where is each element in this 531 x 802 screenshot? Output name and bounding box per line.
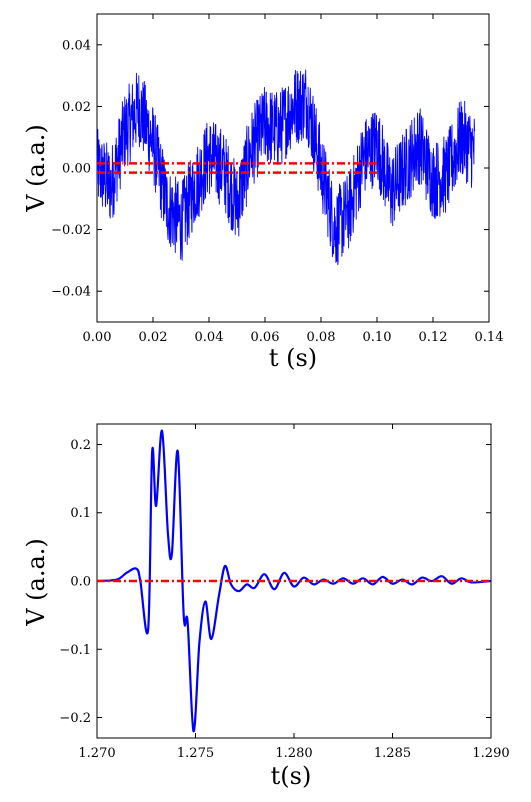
top-y-tick-label: 0.02 [62,100,91,115]
top-y-tick-label: −0.02 [51,223,91,238]
top-x-tick-label: 0.12 [419,330,448,345]
bottom-y-ticks: 0.2 0.1 0.0 −0.1 −0.2 [59,438,491,726]
bottom-x-ticks: 1.270 1.275 1.280 1.285 1.290 [78,424,510,761]
bottom-x-tick-label: 1.290 [472,746,509,761]
bottom-y-axis-label: V (a.a.) [22,538,50,627]
top-x-tick-label: 0.00 [83,330,112,345]
bottom-x-tick-label: 1.275 [177,746,214,761]
bottom-y-tick-label: 0.0 [70,575,91,590]
top-y-tick-label: 0.04 [62,38,91,53]
bottom-y-tick-label: 0.1 [70,506,91,521]
top-x-tick-label: 0.06 [251,330,280,345]
bottom-x-tick-label: 1.280 [275,746,312,761]
bottom-series-group [96,429,492,733]
top-x-tick-label: 0.10 [363,330,392,345]
bottom-y-tick-label: −0.1 [59,643,91,658]
top-y-tick-label: 0.00 [62,162,91,177]
top-series-group [96,69,476,266]
bottom-x-tick-label: 1.270 [78,746,115,761]
top-signal-line [96,69,476,266]
top-x-ticks: 0.00 0.02 0.04 0.06 0.08 0.10 0.12 0.14 [83,14,504,345]
top-x-axis-label: t (s) [269,344,317,372]
top-y-tick-label: −0.04 [51,285,91,300]
top-y-ticks: 0.04 0.02 0.00 −0.02 −0.04 [51,38,489,300]
top-y-axis-label: V (a.a.) [22,124,50,213]
top-x-tick-label: 0.14 [475,330,504,345]
bottom-chart: 1.270 1.275 1.280 1.285 1.290 0.2 0.1 0.0 −0.1 −… [22,423,510,790]
bottom-x-tick-label: 1.285 [374,746,411,761]
bottom-x-axis-label: t(s) [271,762,312,790]
top-chart: 0.00 0.02 0.04 0.06 0.08 0.10 0.12 0.14 0.040.0… [22,13,504,372]
top-x-tick-label: 0.04 [195,330,224,345]
bottom-y-tick-label: −0.2 [59,711,91,726]
top-x-tick-label: 0.08 [307,330,336,345]
bottom-y-tick-label: 0.2 [70,438,91,453]
top-x-tick-label: 0.02 [139,330,168,345]
